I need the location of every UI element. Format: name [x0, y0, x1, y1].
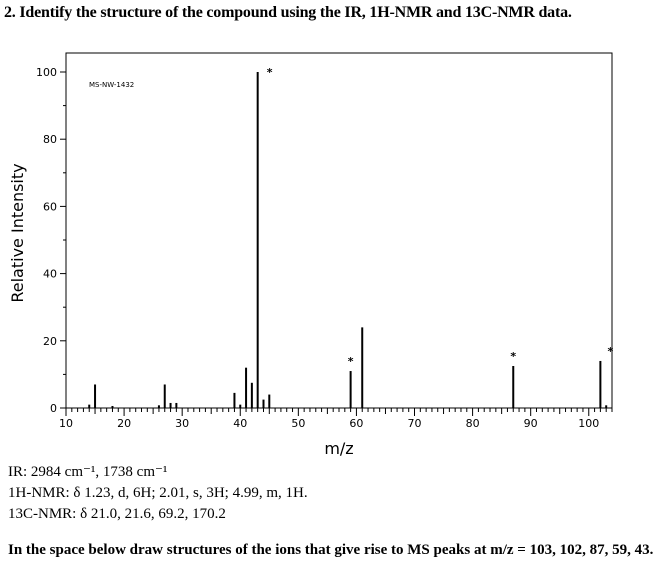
y-axis-label: Relative Intensity	[8, 163, 27, 302]
plot-frame	[65, 52, 613, 409]
x-tick-label: 60	[349, 417, 363, 430]
x-axis-ticks: 10 20 30 40 50 60 70 80 90 100	[59, 408, 613, 430]
y-tick-label: 60	[43, 200, 57, 213]
ir-data: IR: 2984 cm⁻¹, 1738 cm⁻¹	[8, 464, 168, 480]
y-tick-label: 100	[36, 66, 57, 79]
y-tick-label: 20	[43, 335, 57, 348]
x-axis-label: m/z	[324, 439, 353, 458]
question-title: 2. Identify the structure of the compoun…	[4, 4, 572, 21]
x-tick-label: 50	[291, 417, 305, 430]
x-tick-label: 70	[408, 417, 422, 430]
x-tick-label: 40	[233, 417, 247, 430]
peak-star-mz-59: *	[348, 355, 354, 368]
task-instructions: In the space below draw structures of th…	[8, 542, 654, 558]
peak-star-mz-102: *	[608, 345, 614, 358]
x-tick-label: 80	[466, 417, 480, 430]
y-tick-label: 0	[50, 402, 57, 415]
y-tick-label: 40	[43, 268, 57, 281]
spectral-data: IR: 2984 cm⁻¹, 1738 cm⁻¹ 1H-NMR: δ 1.23,…	[8, 462, 308, 525]
h-nmr-data: 1H-NMR: δ 1.23, d, 6H; 2.01, s, 3H; 4.99…	[8, 485, 308, 501]
spectrum-peaks: * * * *	[88, 66, 614, 408]
mass-spectrum-chart: 0 20 40 60 80 100 10 20 30 40 50 60 70 80 90 100 * * * * …	[8, 52, 614, 458]
y-axis-ticks: 0 20 40 60 80 100	[36, 66, 66, 415]
c-nmr-data: 13C-NMR: δ 21.0, 21.6, 69.2, 170.2	[8, 506, 226, 522]
x-tick-label: 100	[578, 417, 599, 430]
x-tick-label: 90	[524, 417, 538, 430]
x-tick-label: 30	[175, 417, 189, 430]
y-tick-label: 80	[43, 133, 57, 146]
spectrum-id-label: MS-NW-1432	[89, 81, 134, 89]
peak-star-mz-87: *	[510, 350, 516, 363]
x-tick-label: 10	[59, 417, 73, 430]
peak-star-mz-43: *	[267, 66, 273, 79]
x-tick-label: 20	[117, 417, 131, 430]
